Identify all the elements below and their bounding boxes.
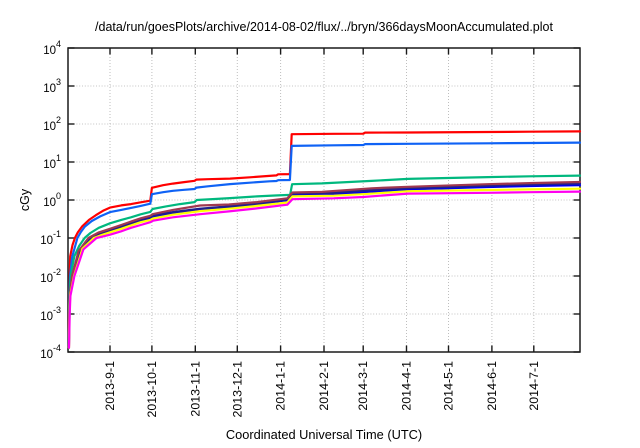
svg-text:2014-6-1: 2014-6-1 <box>485 361 499 411</box>
svg-text:Coordinated Universal Time (UT: Coordinated Universal Time (UTC) <box>226 427 422 442</box>
svg-text:2013-11-1: 2013-11-1 <box>188 361 202 417</box>
svg-text:2013-9-1: 2013-9-1 <box>103 361 117 411</box>
svg-text:2013-12-1: 2013-12-1 <box>230 361 244 418</box>
svg-text:2014-3-1: 2014-3-1 <box>356 361 370 411</box>
svg-text:cGy: cGy <box>18 188 32 211</box>
svg-text:2014-4-1: 2014-4-1 <box>400 361 414 411</box>
svg-text:2014-5-1: 2014-5-1 <box>442 361 456 411</box>
svg-text:2014-1-1: 2014-1-1 <box>274 361 288 411</box>
svg-text:2013-10-1: 2013-10-1 <box>145 361 159 418</box>
svg-text:2014-2-1: 2014-2-1 <box>317 361 331 411</box>
svg-text:2014-7-1: 2014-7-1 <box>527 361 541 411</box>
svg-text:/data/run/goesPlots/archive/20: /data/run/goesPlots/archive/2014-08-02/f… <box>95 20 553 34</box>
